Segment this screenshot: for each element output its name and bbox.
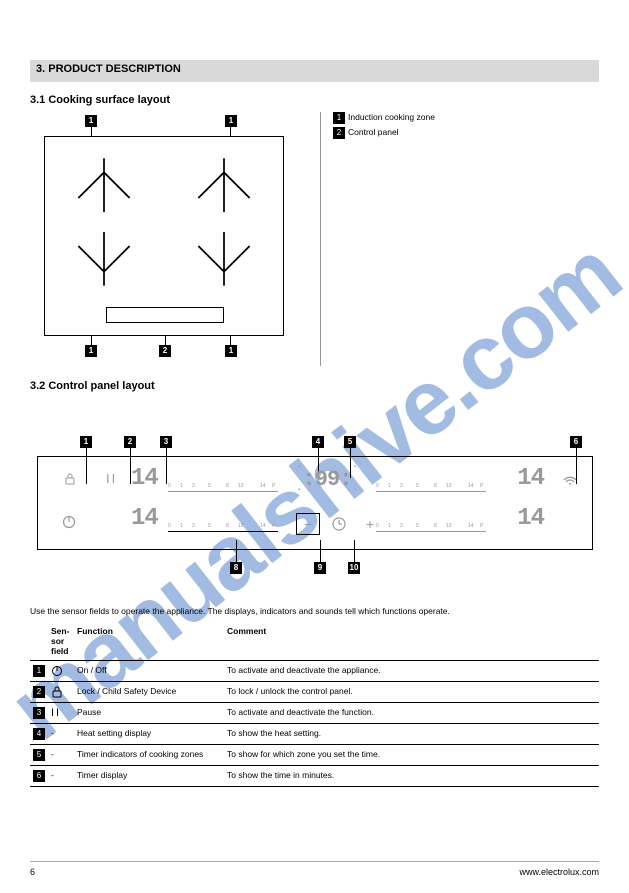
pause-icon: II: [106, 471, 117, 486]
control-panel: II 14 013581014P ▪ ▪ :99: ▪ ▪ 013581014P…: [37, 456, 593, 550]
cp-callout: 8: [230, 562, 242, 574]
scale-2: 013581014P: [376, 479, 486, 497]
zone-top-left: [69, 149, 139, 219]
minus-btn: −: [296, 513, 320, 535]
cp-callout: 2: [124, 436, 136, 448]
scale-1: 013581014P: [168, 479, 278, 497]
list-item-num: 1: [333, 112, 345, 124]
control-panel-wrap: 1 2 3 4 5 6 8 9 10 II 14 013581014P: [30, 436, 599, 586]
cp-callout: 9: [314, 562, 326, 574]
zone-bottom-right: [189, 225, 259, 295]
display-14-br: 14: [517, 505, 544, 532]
display-14-r: 14: [517, 465, 544, 492]
list-item-text: Control panel: [348, 127, 399, 137]
cp-callout: 6: [570, 436, 582, 448]
pause-icon: II: [48, 703, 74, 724]
timer-display: :99:: [303, 467, 352, 492]
brand-url: www.electrolux.com: [519, 867, 599, 877]
cp-callout: 10: [348, 562, 360, 574]
page-number: 6: [30, 867, 35, 877]
display-14-b: 14: [131, 505, 158, 532]
scale-4: 013581014P: [376, 519, 486, 537]
timer-block: ▪ ▪ :99: ▪ ▪: [292, 467, 362, 492]
list-item-text: Induction cooking zone: [348, 112, 435, 122]
cp-callout: 1: [80, 436, 92, 448]
section-sub-1: 3.1 Cooking surface layout: [30, 94, 599, 106]
th-function: Function: [74, 622, 224, 661]
th-comment: Comment: [224, 622, 599, 661]
footer: 6 www.electrolux.com: [30, 861, 599, 877]
list-item: 1Induction cooking zone: [333, 112, 599, 124]
callout-tl: 1: [85, 115, 97, 127]
clock-icon: [324, 513, 354, 535]
cp-callout: 5: [344, 436, 356, 448]
page: 3. PRODUCT DESCRIPTION 3.1 Cooking surfa…: [0, 0, 629, 807]
table-row: 4 - Heat setting display To show the hea…: [30, 724, 599, 745]
power-icon: [62, 515, 76, 534]
display-14: 14: [131, 465, 158, 492]
callout-bl: 1: [85, 345, 97, 357]
power-icon: [51, 665, 63, 677]
panel-strip: [106, 307, 224, 323]
left-column: 1 1 1 2 1: [30, 112, 302, 366]
zone-bottom-left: [69, 225, 139, 295]
cp-note: Use the sensor fields to operate the app…: [30, 606, 599, 616]
wifi-icon: [562, 471, 578, 492]
scale-3: 013581014P: [168, 519, 278, 537]
right-column: 1Induction cooking zone 2Control panel: [320, 112, 599, 366]
table-row: 6 - Timer display To show the time in mi…: [30, 766, 599, 787]
th-sensor: Sen‐ sor field: [48, 622, 74, 661]
minus-plus-block: − +: [296, 513, 382, 535]
list-item: 2Control panel: [333, 127, 599, 139]
table-row: 1 On / Off To activate and deactivate th…: [30, 661, 599, 682]
hob-diagram: 1 1 1 2 1: [44, 136, 284, 336]
table-row: 3 II Pause To activate and deactivate th…: [30, 703, 599, 724]
cp-callout: 3: [160, 436, 172, 448]
sensor-table: Sen‐ sor field Function Comment 1 On / O…: [30, 622, 599, 787]
section-title-1: 3. PRODUCT DESCRIPTION: [30, 60, 599, 82]
zone-top-right: [189, 149, 259, 219]
callout-br: 1: [225, 345, 237, 357]
cp-callout: 4: [312, 436, 324, 448]
callout-tr: 1: [225, 115, 237, 127]
table-row: 5 - Timer indicators of cooking zones To…: [30, 745, 599, 766]
lock-icon: [64, 473, 76, 487]
callout-bm: 2: [159, 345, 171, 357]
list-item-num: 2: [333, 127, 345, 139]
table-row: 2 Lock / Child Safety Device To lock / u…: [30, 682, 599, 703]
layout-two-col: 1 1 1 2 1 1Induction cooking zone 2Contr…: [30, 112, 599, 366]
section-sub-2: 3.2 Control panel layout: [30, 380, 599, 392]
lock-icon: [51, 686, 63, 698]
